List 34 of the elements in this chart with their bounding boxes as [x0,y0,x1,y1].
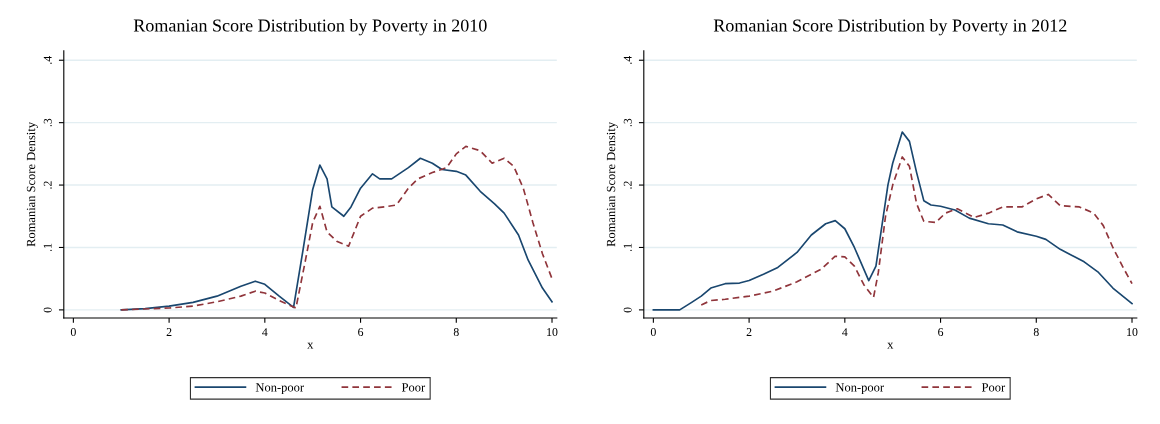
y-tick-label: .4 [43,56,52,64]
x-tick-label: 8 [453,328,459,337]
x-tick-label: 6 [358,328,364,337]
legend-label: Poor [401,383,426,392]
legend-label: Non-poor [255,383,304,395]
x-tick-label: 4 [842,328,848,336]
chart-title: Romanian Score Distribution by Poverty in 2010 [133,18,487,36]
legend-label: Poor [981,383,1006,392]
x-tick-label: 8 [1033,328,1039,337]
x-tick-label: 0 [70,328,76,337]
x-tick-label: 2 [746,328,752,336]
y-axis-title: Romanian Score Density [606,122,618,247]
y-tick-label: .2 [43,181,52,189]
x-axis-title: x [887,342,894,349]
x-tick-label: 10 [547,328,558,337]
y-tick-label: .1 [623,243,632,252]
y-tick-label: .3 [623,118,632,127]
legend-label: Non-poor [835,383,884,395]
x-tick-label: 6 [938,328,944,337]
y-axis-title: Romanian Score Density [26,122,38,247]
line-series [700,156,1133,306]
x-tick-label: 10 [1127,328,1138,337]
y-tick-label: .4 [623,56,632,64]
y-tick-label: 0 [623,307,632,313]
line-series [652,131,1133,311]
x-tick-label: 0 [650,328,656,337]
y-tick-label: .3 [43,118,52,127]
y-tick-label: .1 [43,243,52,252]
chart-title: Romanian Score Distribution by Poverty in 2012 [713,18,1067,36]
x-axis-title: x [307,342,314,349]
x-tick-label: 4 [262,328,268,336]
x-tick-label: 2 [166,328,172,336]
y-tick-label: 0 [43,307,52,313]
y-tick-label: .2 [623,181,632,189]
